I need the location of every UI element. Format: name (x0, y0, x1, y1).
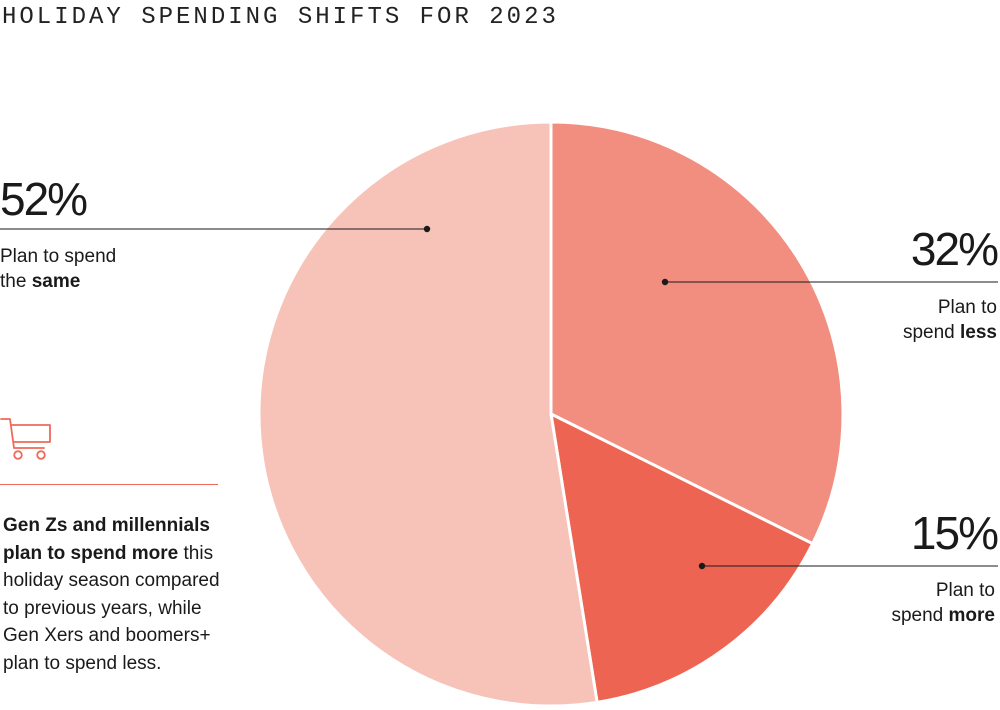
leader-more-dot (698, 562, 706, 570)
slice-label-more: Plan to spend more (891, 580, 995, 626)
footnote: Gen Zs and millennials plan to spend mor… (3, 512, 233, 677)
leader-less-dot (661, 278, 669, 286)
slice-label-more-percent: 15% (910, 507, 999, 559)
slice-label-same: Plan to spend the same (0, 246, 117, 292)
slice-label-less-percent: 32% (910, 223, 999, 275)
slice-label-same-percent: 52% (0, 173, 88, 225)
note-divider (0, 484, 218, 485)
pie-slice-same (257, 120, 599, 708)
footnote-bold: Gen Zs and millennials plan to spend mor… (3, 515, 210, 564)
pie-slice-more (549, 411, 815, 705)
pie-slice-less (549, 120, 845, 546)
shopping-cart-icon (0, 418, 51, 460)
leader-same-dot (423, 225, 431, 233)
page-title: HOLIDAY SPENDING SHIFTS FOR 2023 (2, 4, 559, 31)
footnote-text: this holiday season compared to previous… (3, 542, 220, 674)
slice-label-less: Plan to spend less (902, 297, 997, 343)
